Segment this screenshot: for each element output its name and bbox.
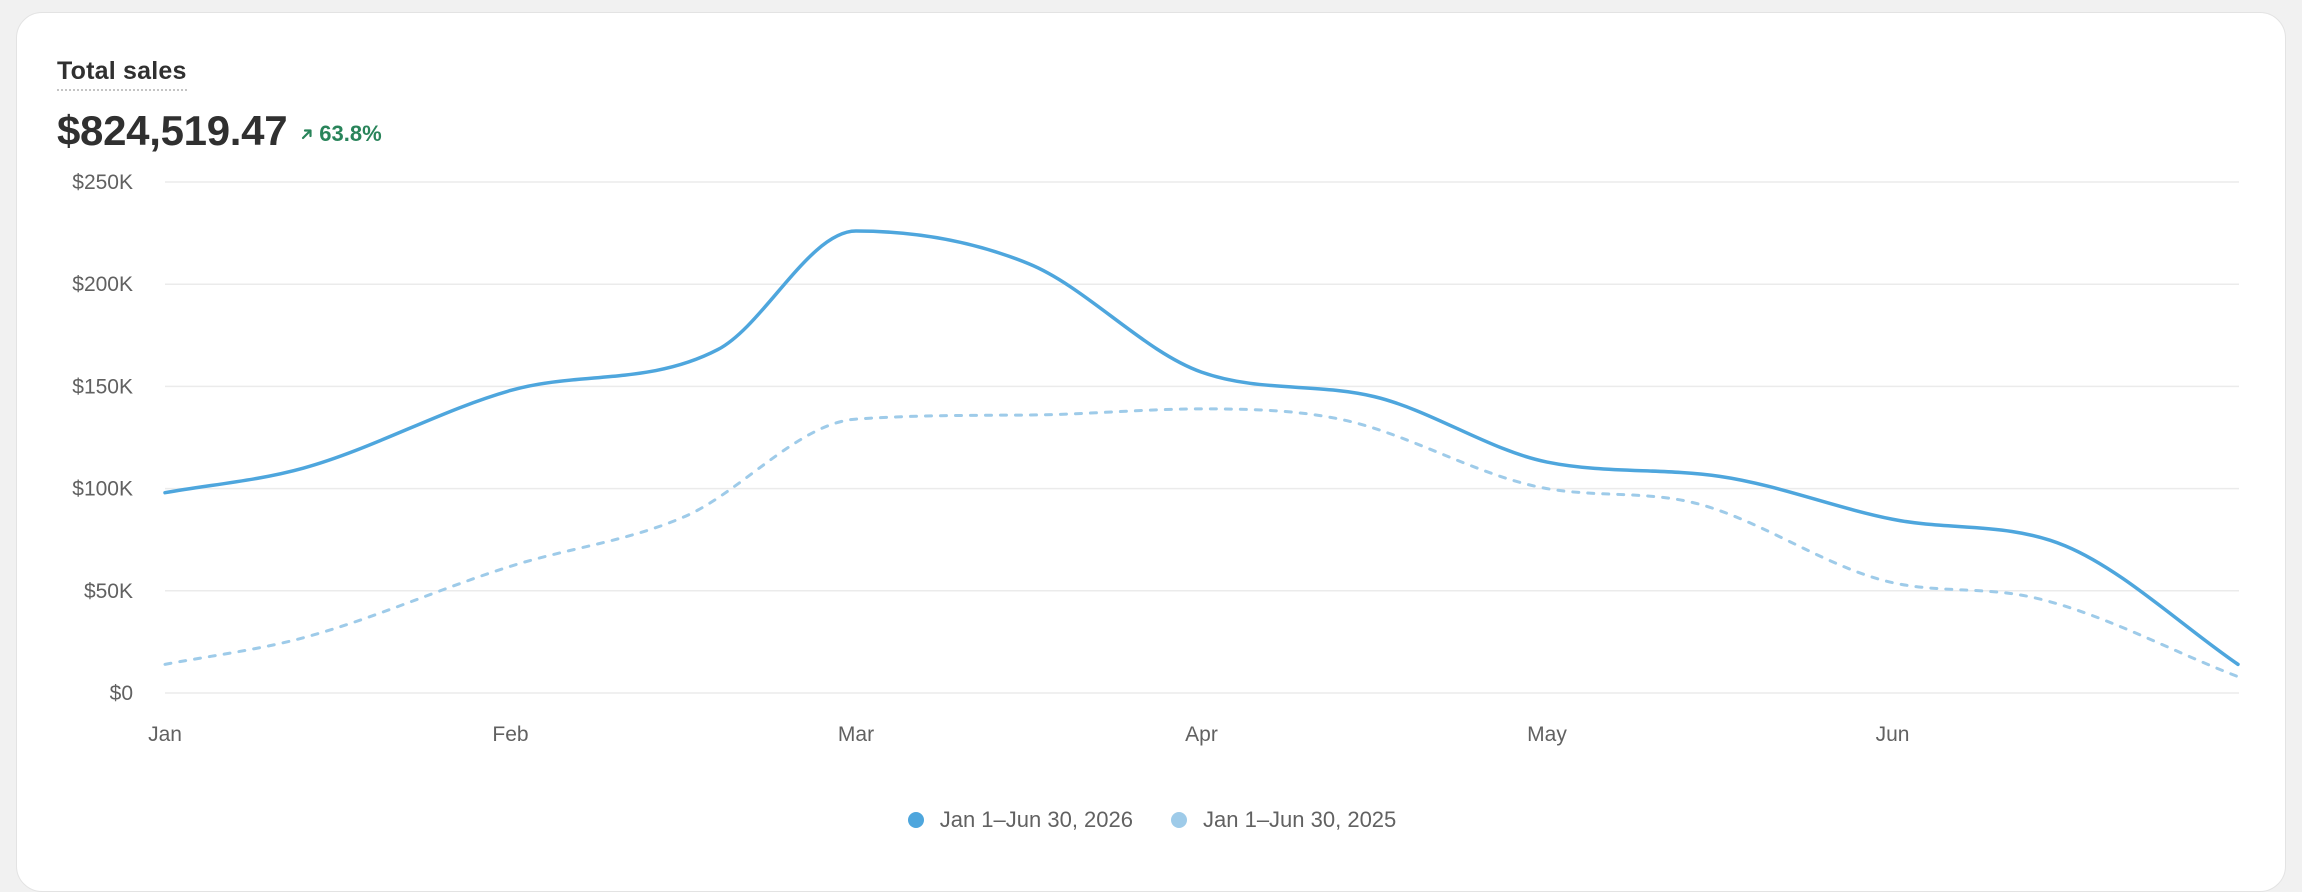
series-line-previous[interactable]: [163, 407, 2240, 679]
legend-item-current[interactable]: Jan 1–Jun 30, 2026: [907, 807, 1133, 833]
sales-line-chart: $0 $50K $100K $150K $200K $250K Jan Feb Mar Apr M…: [72, 171, 2240, 746]
y-tick-label: $50K: [84, 580, 133, 603]
legend-label-current: Jan 1–Jun 30, 2026: [939, 807, 1133, 832]
legend-label-previous: Jan 1–Jun 30, 2025: [1203, 807, 1397, 832]
x-tick-label: Apr: [1185, 723, 1218, 746]
y-tick-label: $200K: [72, 273, 133, 296]
arrow-up-right-icon: [302, 129, 312, 140]
x-tick-label: Mar: [838, 723, 874, 746]
total-sales-card: Total sales $824,519.47 63.8% $0 $50K $100…: [16, 12, 2286, 892]
grid-lines: [165, 181, 2239, 694]
delta-badge: 63.8%: [299, 121, 382, 147]
series-lines: [163, 229, 2240, 679]
y-tick-label: $250K: [72, 171, 133, 194]
legend-dot-current: [907, 812, 924, 828]
card-title[interactable]: Total sales: [57, 57, 187, 91]
legend-dot-previous: [1171, 812, 1187, 828]
x-tick-label: Jan: [148, 723, 182, 746]
x-tick-label: Jun: [1876, 723, 1910, 746]
x-axis-labels: Jan Feb Mar Apr May Jun: [148, 723, 1909, 746]
x-tick-label: May: [1527, 723, 1567, 746]
total-row: $824,519.47 63.8%: [57, 105, 382, 157]
x-tick-label: Feb: [492, 723, 528, 746]
y-tick-label: $0: [110, 682, 133, 705]
y-tick-label: $100K: [72, 478, 133, 501]
series-line-current[interactable]: [163, 229, 2240, 667]
chart-legend: Jan 1–Jun 30, 2026 Jan 1–Jun 30, 2025: [17, 807, 2285, 833]
y-axis-labels: $0 $50K $100K $150K $200K $250K: [72, 171, 133, 705]
y-tick-label: $150K: [72, 375, 133, 398]
total-sales-value: $824,519.47: [57, 107, 288, 154]
legend-item-previous[interactable]: Jan 1–Jun 30, 2025: [1171, 807, 1396, 833]
delta-value: 63.8%: [319, 121, 382, 146]
